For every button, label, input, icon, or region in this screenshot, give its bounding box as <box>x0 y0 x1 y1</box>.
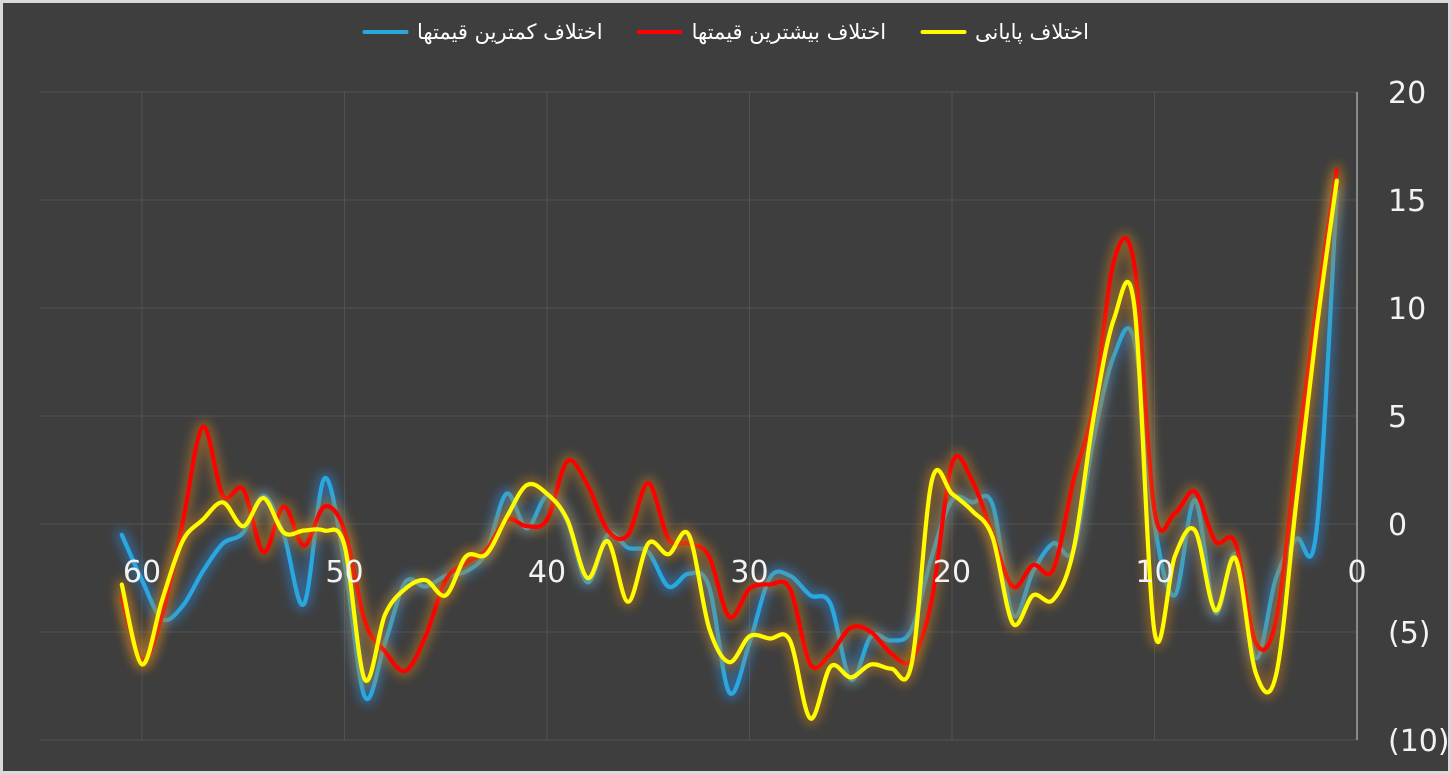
chart-legend: اختلاف کمترین قیمتها اختلاف بیشترین قیمت… <box>361 20 1089 44</box>
legend-label-closing-diff: اختلاف پایانی <box>975 20 1090 44</box>
y-tick-label: (10) <box>1388 724 1450 759</box>
legend-item-lowest-diff: اختلاف کمترین قیمتها <box>361 20 603 44</box>
legend-swatch-highest-diff <box>636 29 683 35</box>
legend-swatch-closing-diff <box>920 29 967 35</box>
y-tick-label: 0 <box>1388 508 1407 543</box>
y-tick-label: 20 <box>1388 76 1426 111</box>
series-line-2 <box>119 178 1339 721</box>
x-tick-label: 20 <box>933 555 971 590</box>
legend-item-closing-diff: اختلاف پایانی <box>920 20 1089 44</box>
x-tick-label: 60 <box>123 555 161 590</box>
y-tick-label: (5) <box>1388 616 1431 651</box>
y-tick-label: 15 <box>1388 184 1426 219</box>
x-tick-label: 40 <box>528 555 566 590</box>
legend-item-highest-diff: اختلاف بیشترین قیمتها <box>636 20 887 44</box>
x-tick-label: 0 <box>1347 555 1366 590</box>
x-tick-label: 10 <box>1135 555 1173 590</box>
legend-label-highest-diff: اختلاف بیشترین قیمتها <box>691 20 887 44</box>
x-tick-label: 30 <box>730 555 768 590</box>
legend-swatch-lowest-diff <box>361 29 408 35</box>
y-tick-label: 10 <box>1388 292 1426 327</box>
legend-label-lowest-diff: اختلاف کمترین قیمتها <box>416 20 603 44</box>
series-line-1 <box>119 167 1339 674</box>
y-tick-label: 5 <box>1388 400 1407 435</box>
x-tick-label: 50 <box>325 555 363 590</box>
